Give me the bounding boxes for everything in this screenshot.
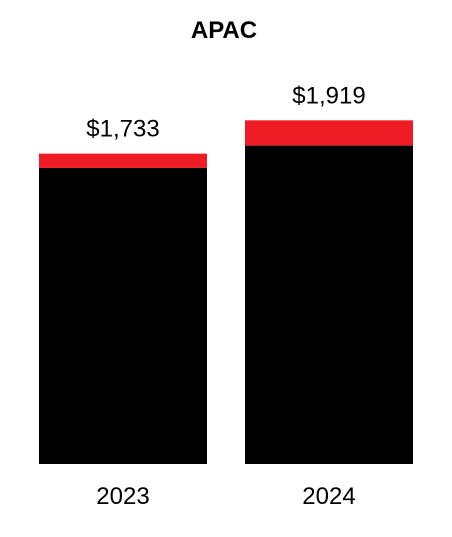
total-label-2024: $1,919	[292, 82, 365, 109]
bar-2023-segment-2	[39, 153, 207, 168]
bars-group	[39, 120, 413, 465]
bar-2023-segment-1	[39, 167, 207, 465]
category-label-2023: 2023	[96, 483, 149, 510]
labels-group: $1,733 2023 $1,919 2024	[86, 82, 365, 510]
category-label-2024: 2024	[302, 483, 355, 510]
total-label-2023: $1,733	[86, 116, 159, 143]
bar-2024-segment-1	[245, 145, 413, 465]
bar-2024-segment-2	[245, 120, 413, 146]
chart-title: APAC	[191, 17, 257, 44]
